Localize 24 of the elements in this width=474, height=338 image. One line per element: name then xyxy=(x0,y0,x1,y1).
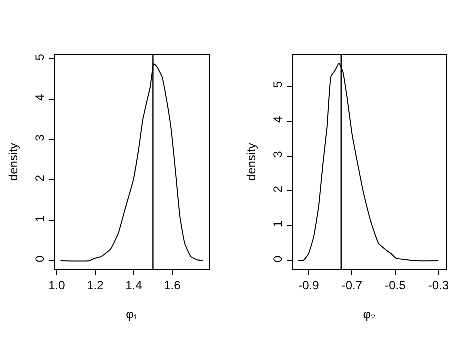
x-tick-label: -0.7 xyxy=(342,278,363,292)
y-axis-title: density xyxy=(6,143,20,182)
y-axis-title: density xyxy=(244,143,258,182)
y-tick-label: 3 xyxy=(271,150,286,158)
y-tick-label: 5 xyxy=(271,81,286,88)
x-tick-label: 1.6 xyxy=(164,278,182,292)
x-axis-title: φ₂ xyxy=(363,307,376,322)
y-tick-label: 3 xyxy=(33,134,48,142)
x-tick-label: -0.5 xyxy=(385,278,406,292)
y-tick-label: 0 xyxy=(271,256,286,263)
x-tick-label: 1.0 xyxy=(48,278,66,292)
y-tick-label: 2 xyxy=(33,174,48,182)
x-tick-label: 1.2 xyxy=(87,278,104,292)
y-tick-label: 2 xyxy=(271,186,286,193)
x-axis-title: φ₁ xyxy=(126,307,138,322)
y-tick-label: 4 xyxy=(33,94,48,102)
x-tick-label: 1.4 xyxy=(126,278,143,292)
x-tick-label: -0.9 xyxy=(298,278,320,292)
x-tick-label: -0.3 xyxy=(428,278,450,292)
y-tick-label: 0 xyxy=(33,256,48,263)
y-tick-label: 5 xyxy=(33,54,48,61)
y-tick-label: 1 xyxy=(33,215,48,222)
y-tick-label: 4 xyxy=(271,116,286,123)
y-tick-label: 1 xyxy=(271,220,286,228)
